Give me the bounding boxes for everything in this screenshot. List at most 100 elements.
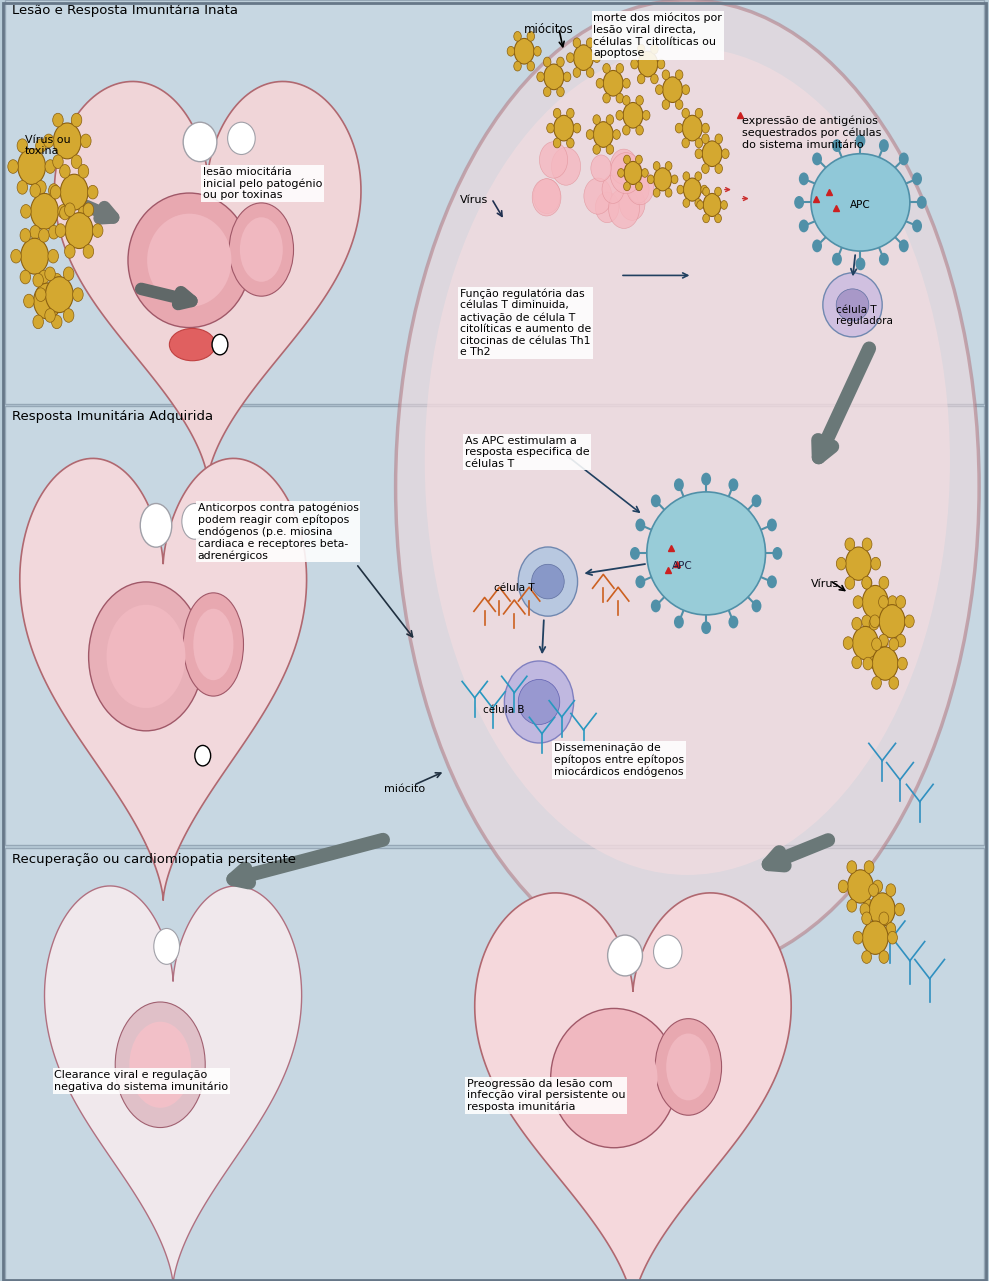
Circle shape: [36, 181, 46, 195]
Ellipse shape: [504, 661, 574, 743]
Ellipse shape: [532, 564, 564, 598]
Circle shape: [642, 169, 648, 177]
Circle shape: [879, 605, 905, 638]
Circle shape: [573, 38, 581, 47]
Circle shape: [602, 175, 624, 204]
Circle shape: [34, 283, 61, 319]
Circle shape: [543, 87, 551, 96]
Ellipse shape: [107, 605, 185, 708]
Circle shape: [36, 138, 46, 152]
Text: Preogressão da lesão com
infecção viral persistente ou
resposta imunitária: Preogressão da lesão com infecção viral …: [467, 1079, 625, 1112]
Circle shape: [534, 46, 541, 56]
Circle shape: [701, 164, 709, 173]
Circle shape: [889, 638, 899, 651]
Circle shape: [616, 94, 624, 102]
FancyBboxPatch shape: [5, 406, 984, 845]
Circle shape: [57, 205, 68, 218]
Circle shape: [852, 656, 861, 669]
Circle shape: [613, 129, 620, 140]
Circle shape: [552, 147, 581, 186]
Circle shape: [18, 149, 45, 184]
Ellipse shape: [89, 582, 204, 731]
Circle shape: [651, 600, 661, 612]
Polygon shape: [54, 82, 361, 480]
Circle shape: [896, 634, 906, 647]
Circle shape: [59, 164, 70, 178]
Circle shape: [848, 870, 873, 903]
Circle shape: [870, 615, 879, 628]
Circle shape: [636, 96, 644, 105]
Circle shape: [616, 110, 623, 120]
Circle shape: [8, 160, 19, 173]
Circle shape: [47, 250, 58, 263]
Circle shape: [651, 74, 659, 83]
Circle shape: [703, 187, 709, 196]
Circle shape: [610, 152, 642, 193]
Circle shape: [616, 64, 624, 73]
Circle shape: [52, 155, 63, 169]
Circle shape: [30, 225, 41, 240]
Circle shape: [855, 135, 865, 147]
Circle shape: [533, 179, 561, 214]
Circle shape: [878, 634, 888, 647]
Circle shape: [654, 168, 672, 191]
Circle shape: [80, 135, 91, 147]
Circle shape: [564, 72, 571, 82]
Circle shape: [701, 186, 707, 193]
Circle shape: [702, 141, 722, 167]
Circle shape: [681, 109, 689, 118]
Circle shape: [593, 122, 613, 147]
Circle shape: [854, 931, 862, 944]
Text: Vírus ou
toxina: Vírus ou toxina: [25, 135, 70, 156]
Circle shape: [635, 519, 645, 532]
Circle shape: [682, 115, 702, 141]
Circle shape: [507, 46, 514, 56]
Circle shape: [21, 238, 48, 274]
Circle shape: [888, 931, 897, 944]
Circle shape: [886, 884, 896, 897]
Circle shape: [662, 100, 670, 109]
Circle shape: [623, 102, 643, 128]
Circle shape: [869, 656, 879, 669]
Circle shape: [83, 202, 94, 216]
Circle shape: [83, 245, 94, 259]
Circle shape: [63, 266, 74, 281]
Circle shape: [666, 188, 672, 197]
Circle shape: [832, 252, 842, 265]
Circle shape: [638, 51, 658, 77]
Circle shape: [553, 138, 561, 147]
Circle shape: [703, 193, 721, 216]
Circle shape: [695, 199, 701, 208]
Circle shape: [17, 181, 28, 195]
Ellipse shape: [667, 1034, 710, 1100]
Circle shape: [656, 85, 663, 95]
Circle shape: [45, 309, 55, 323]
Circle shape: [39, 270, 49, 284]
Text: Vírus: Vírus: [460, 195, 489, 205]
Circle shape: [92, 224, 103, 237]
Circle shape: [624, 155, 630, 164]
Circle shape: [212, 334, 227, 355]
Circle shape: [879, 912, 889, 925]
Text: Anticorpos contra patogénios
podem reagir com epítopos
endógenos (p.e. miosina
c: Anticorpos contra patogénios podem reagi…: [198, 502, 359, 561]
Circle shape: [11, 250, 22, 263]
Circle shape: [888, 596, 897, 608]
Text: expressão de antigénios
sequestrados por células
do sistema imunitário: expressão de antigénios sequestrados por…: [742, 115, 881, 150]
Circle shape: [59, 206, 70, 220]
Polygon shape: [45, 886, 302, 1281]
Circle shape: [557, 58, 565, 67]
Circle shape: [60, 174, 88, 210]
Circle shape: [33, 273, 44, 287]
Circle shape: [636, 126, 644, 135]
Circle shape: [595, 192, 619, 223]
Text: miócito: miócito: [384, 784, 425, 794]
Circle shape: [658, 59, 665, 69]
Circle shape: [527, 32, 535, 41]
Circle shape: [666, 161, 672, 170]
Ellipse shape: [518, 679, 560, 725]
Text: miócitos: miócitos: [524, 23, 574, 36]
Circle shape: [855, 257, 865, 270]
Circle shape: [45, 266, 55, 281]
Ellipse shape: [182, 503, 208, 539]
Circle shape: [602, 64, 610, 73]
